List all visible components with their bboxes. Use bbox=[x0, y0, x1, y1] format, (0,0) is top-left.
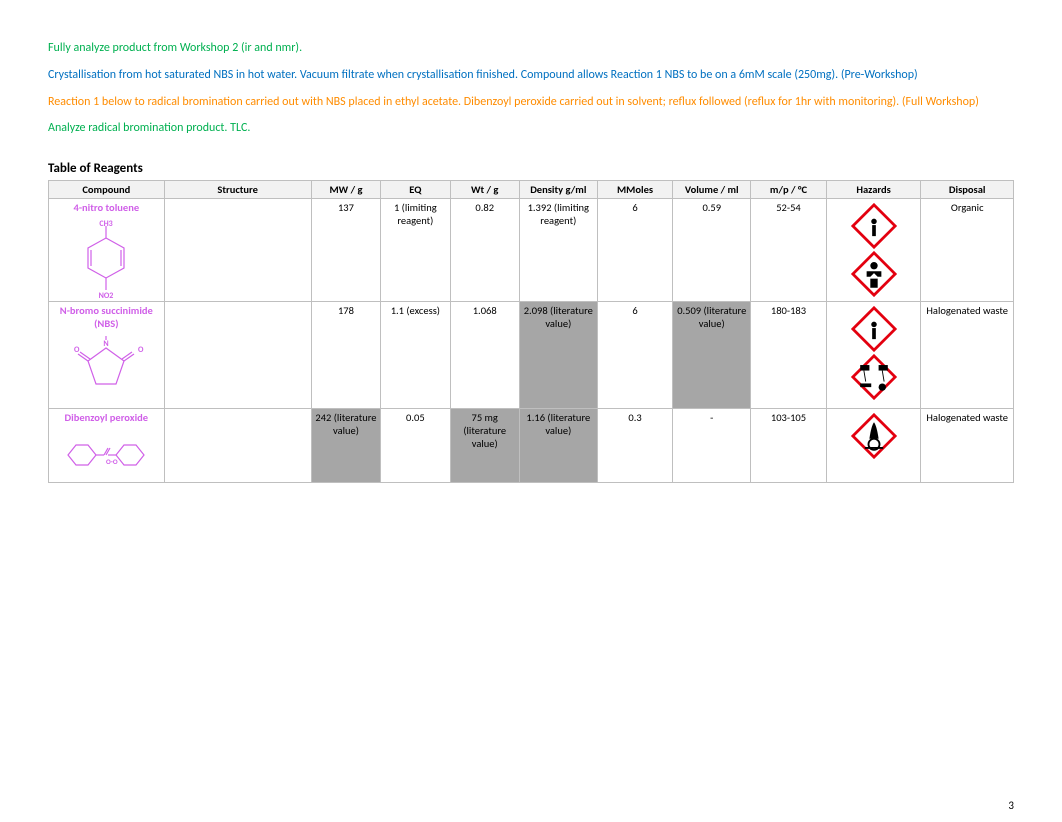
compound-name: N-bromo succinimide (NBS) bbox=[52, 304, 161, 330]
mw-cell: 242 (literature value) bbox=[311, 409, 380, 483]
page-number: 3 bbox=[1008, 799, 1014, 812]
svg-text:O: O bbox=[138, 345, 144, 355]
exclamation-ghs-icon bbox=[851, 203, 897, 249]
wt-cell: 1.068 bbox=[450, 302, 519, 409]
col-mmoles: MMoles bbox=[597, 181, 673, 199]
col-hazards: Hazards bbox=[826, 181, 921, 199]
table-row: 4-nitro toluene CH3 NO2 137 1 (limiting … bbox=[49, 199, 1014, 302]
structure-dibenzoylperoxide-icon: O-O bbox=[56, 430, 156, 480]
compound-name: Dibenzoyl peroxide bbox=[52, 411, 161, 424]
volume-cell: - bbox=[673, 409, 751, 483]
svg-text:NO2: NO2 bbox=[99, 291, 114, 298]
structure-nbs-icon: O O N Br bbox=[66, 336, 146, 406]
structure-cell bbox=[164, 409, 311, 483]
health-hazard-ghs-icon bbox=[851, 251, 897, 297]
svg-text:O-O: O-O bbox=[106, 457, 118, 466]
hazards-cell bbox=[826, 199, 921, 302]
table-header-row: Compound Structure MW / g EQ Wt / g Dens… bbox=[49, 181, 1014, 199]
table-row: N-bromo succinimide (NBS) O O N Br 178 bbox=[49, 302, 1014, 409]
flame-over-circle-ghs-icon bbox=[851, 413, 897, 459]
structure-4-nitrotoluene-icon: CH3 NO2 bbox=[71, 220, 141, 298]
col-compound: Compound bbox=[49, 181, 165, 199]
mp-cell: 52-54 bbox=[751, 199, 827, 302]
mp-cell: 180-183 bbox=[751, 302, 827, 409]
exclamation-ghs-icon bbox=[851, 306, 897, 352]
volume-cell: 0.509 (literature value) bbox=[673, 302, 751, 409]
density-cell: 1.16 (literature value) bbox=[519, 409, 597, 483]
disposal-cell: Halogenated waste bbox=[921, 409, 1014, 483]
mmoles-cell: 6 bbox=[597, 199, 673, 302]
svg-text:CH3: CH3 bbox=[100, 220, 113, 229]
hazards-cell bbox=[826, 409, 921, 483]
compound-cell: Dibenzoyl peroxide O-O bbox=[49, 409, 165, 483]
wt-cell: 0.82 bbox=[450, 199, 519, 302]
hazards-cell bbox=[826, 302, 921, 409]
col-volume: Volume / ml bbox=[673, 181, 751, 199]
eq-cell: 1.1 (excess) bbox=[381, 302, 450, 409]
reagent-table: Compound Structure MW / g EQ Wt / g Dens… bbox=[48, 180, 1014, 483]
svg-text:O: O bbox=[74, 345, 80, 355]
density-cell: 2.098 (literature value) bbox=[519, 302, 597, 409]
col-eq: EQ bbox=[381, 181, 450, 199]
structure-cell bbox=[164, 302, 311, 409]
col-density: Density g/ml bbox=[519, 181, 597, 199]
col-mw: MW / g bbox=[311, 181, 380, 199]
col-mp: m/p / °C bbox=[751, 181, 827, 199]
eq-cell: 0.05 bbox=[381, 409, 450, 483]
corrosive-ghs-icon bbox=[851, 354, 897, 400]
mmoles-cell: 0.3 bbox=[597, 409, 673, 483]
note-3: Reaction 1 below to radical bromination … bbox=[48, 94, 1014, 111]
col-wt: Wt / g bbox=[450, 181, 519, 199]
svg-text:N: N bbox=[104, 339, 109, 349]
col-structure: Structure bbox=[164, 181, 311, 199]
eq-cell: 1 (limiting reagent) bbox=[381, 199, 450, 302]
compound-cell: N-bromo succinimide (NBS) O O N Br bbox=[49, 302, 165, 409]
table-title: Table of Reagents bbox=[48, 161, 1014, 176]
mw-cell: 137 bbox=[311, 199, 380, 302]
col-disposal: Disposal bbox=[921, 181, 1014, 199]
compound-name: 4-nitro toluene bbox=[52, 201, 161, 214]
compound-cell: 4-nitro toluene CH3 NO2 bbox=[49, 199, 165, 302]
note-1: Fully analyze product from Workshop 2 (i… bbox=[48, 40, 1014, 57]
note-2: Crystallisation from hot saturated NBS i… bbox=[48, 67, 1014, 84]
structure-cell bbox=[164, 199, 311, 302]
volume-cell: 0.59 bbox=[673, 199, 751, 302]
density-cell: 1.392 (limiting reagent) bbox=[519, 199, 597, 302]
table-row: Dibenzoyl peroxide O-O 242 (literature v… bbox=[49, 409, 1014, 483]
mmoles-cell: 6 bbox=[597, 302, 673, 409]
note-4: Analyze radical bromination product. TLC… bbox=[48, 120, 1014, 137]
mp-cell: 103-105 bbox=[751, 409, 827, 483]
disposal-cell: Halogenated waste bbox=[921, 302, 1014, 409]
disposal-cell: Organic bbox=[921, 199, 1014, 302]
mw-cell: 178 bbox=[311, 302, 380, 409]
wt-cell: 75 mg (literature value) bbox=[450, 409, 519, 483]
